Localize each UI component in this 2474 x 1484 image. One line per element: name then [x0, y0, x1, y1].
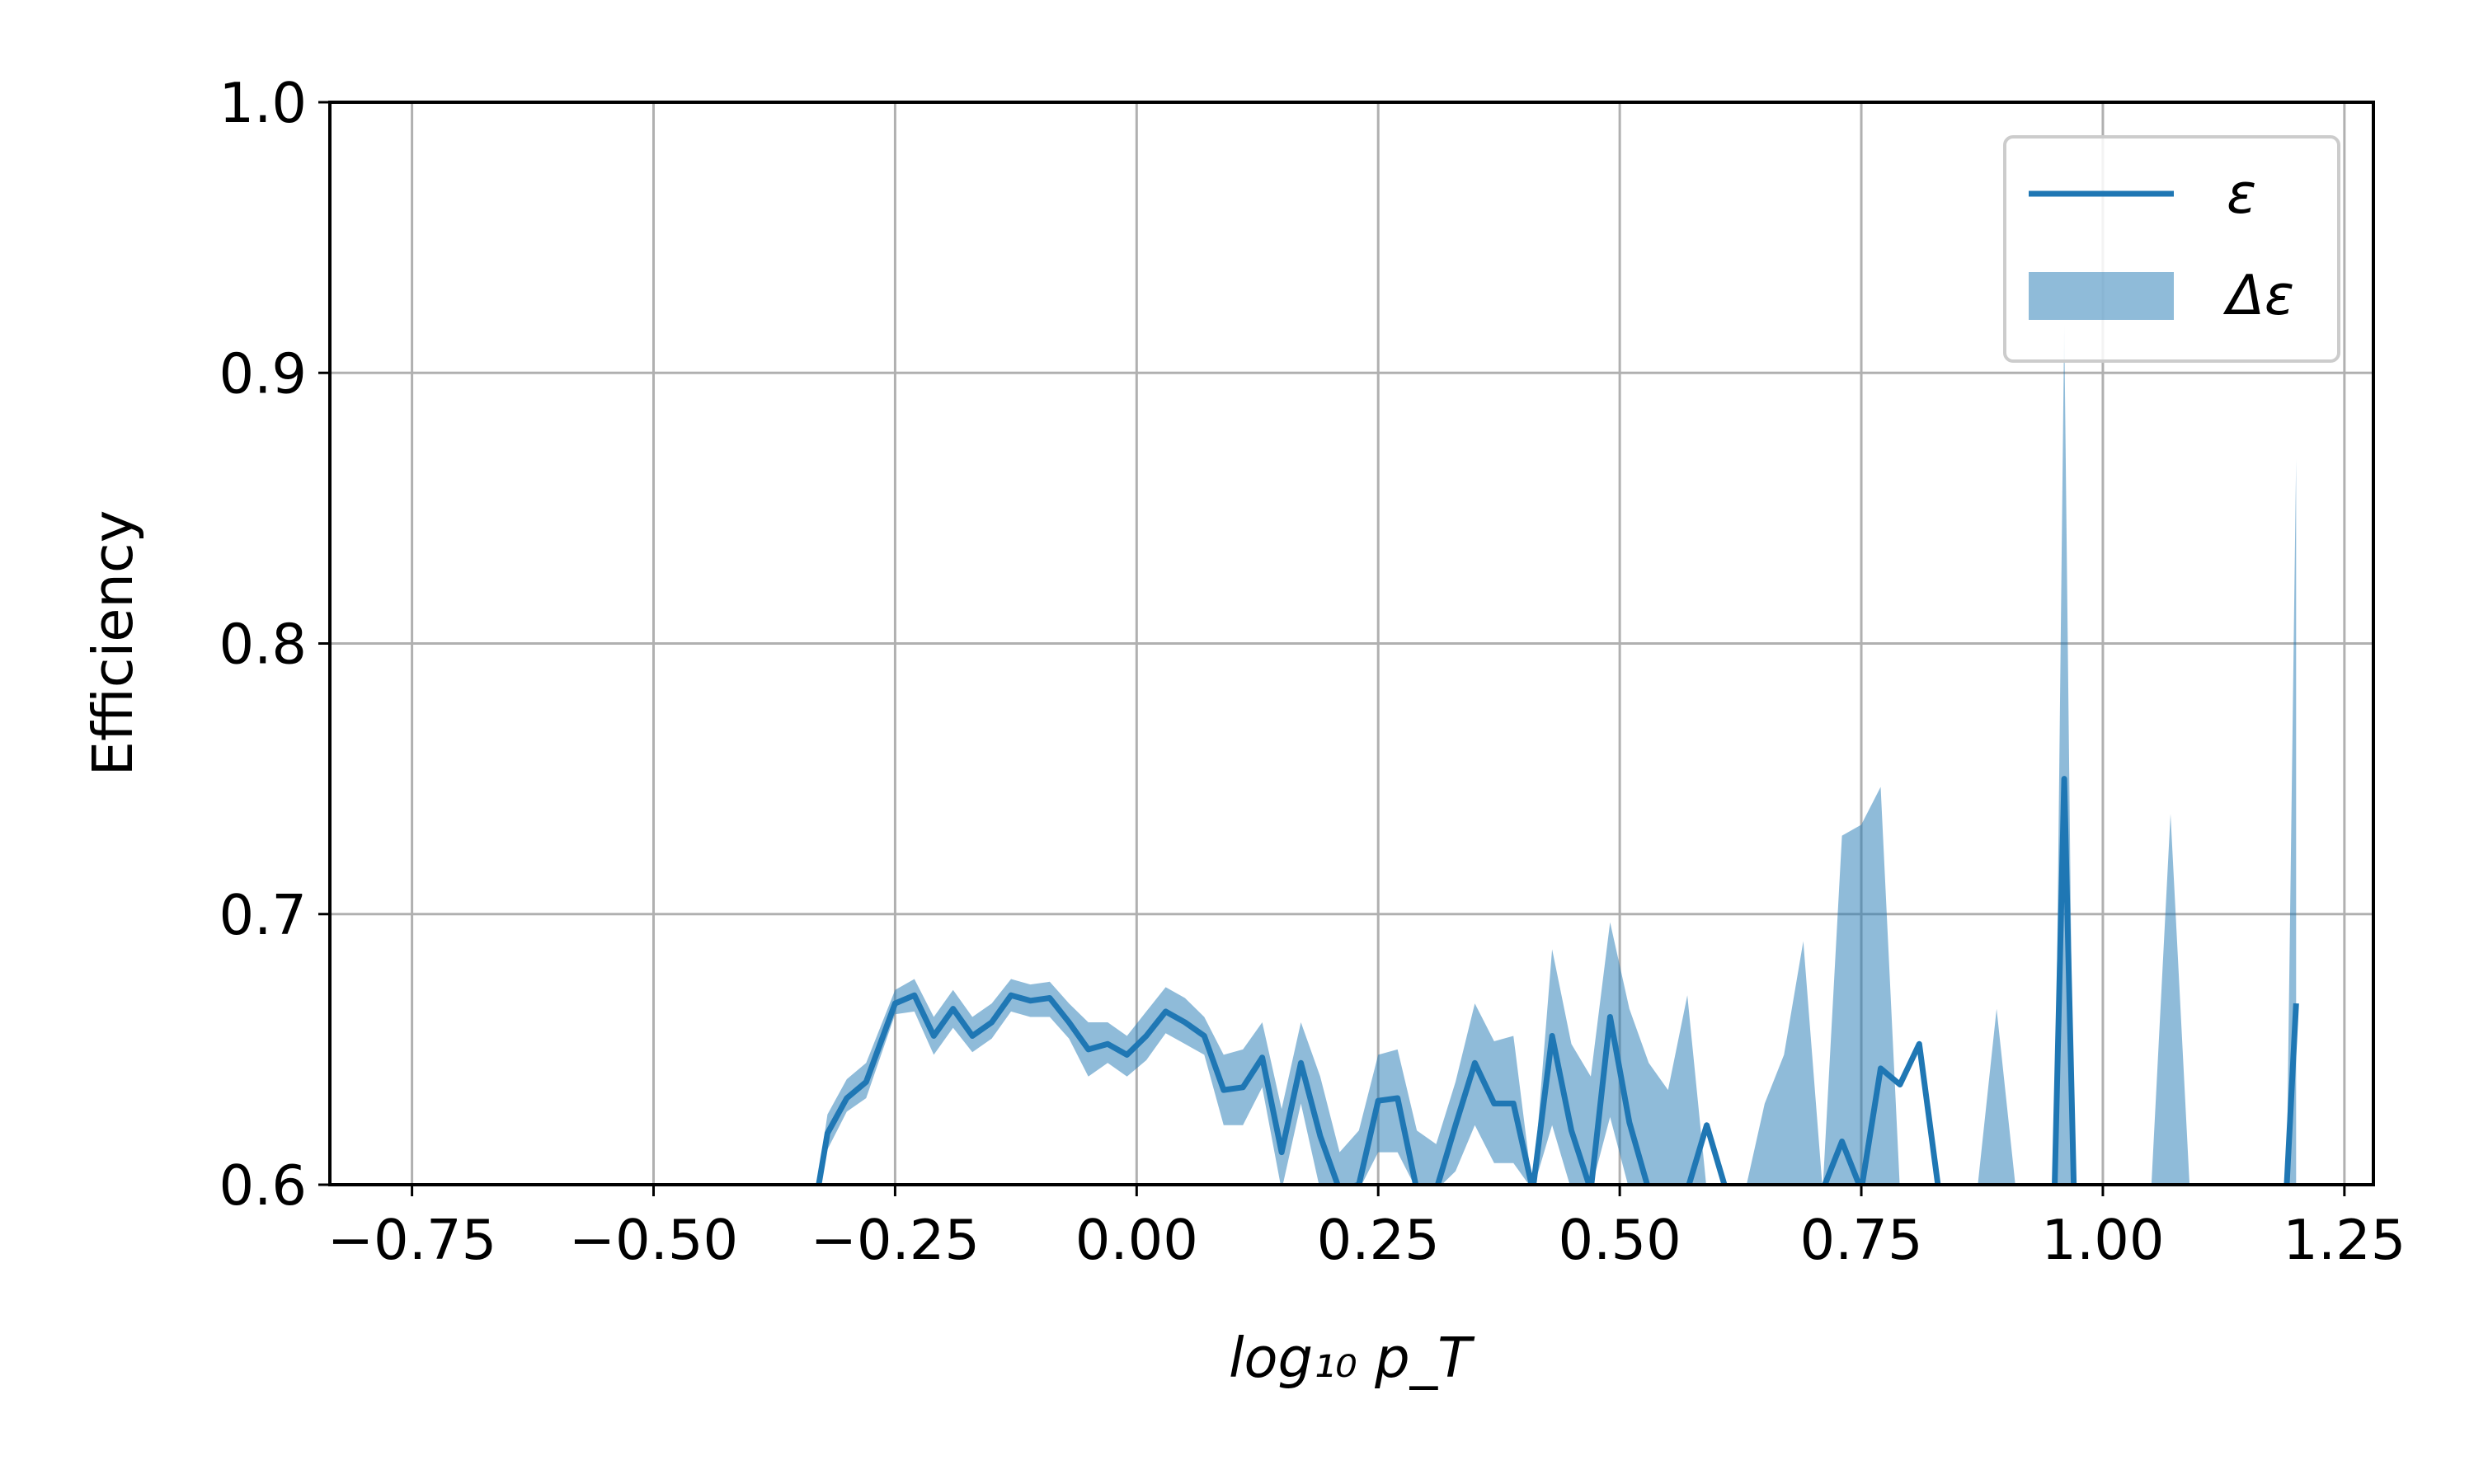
legend-label-delta-epsilon: Δε: [2222, 263, 2294, 327]
x-tick-label: −0.25: [811, 1208, 980, 1272]
legend-box: [2003, 135, 2340, 363]
x-tick-label: 0.00: [1075, 1208, 1198, 1272]
x-tick-label: 0.25: [1317, 1208, 1440, 1272]
x-tick-label: 1.25: [2283, 1208, 2406, 1272]
x-tick-label: 1.00: [2041, 1208, 2164, 1272]
y-axis-label: Efficiency: [81, 510, 145, 777]
legend-band-swatch: [2029, 272, 2174, 320]
y-tick-label: 0.8: [219, 613, 307, 677]
legend: ε Δε: [2003, 135, 2340, 363]
x-axis-label: log₁₀ p_T: [1229, 1326, 1475, 1390]
x-tick-label: 0.75: [1799, 1208, 1922, 1272]
y-axis-ticks: 0.6 0.7 0.8 0.9 1.0: [219, 71, 330, 1218]
y-tick-label: 0.7: [219, 883, 307, 947]
y-tick-label: 0.9: [219, 341, 307, 406]
plot-area: [816, 324, 2299, 1185]
x-tick-label: −0.75: [327, 1208, 496, 1272]
uncertainty-band: [817, 324, 2297, 1185]
y-tick-label: 0.6: [219, 1153, 307, 1218]
x-tick-label: −0.50: [569, 1208, 738, 1272]
x-axis-ticks: −0.75 −0.50 −0.25 0.00 0.25 0.50 0.75 1.00 1.25: [327, 1185, 2406, 1272]
y-tick-label: 1.0: [219, 71, 307, 135]
legend-label-epsilon: ε: [2227, 162, 2256, 226]
x-tick-label: 0.50: [1559, 1208, 1681, 1272]
efficiency-line: [816, 776, 2299, 1185]
